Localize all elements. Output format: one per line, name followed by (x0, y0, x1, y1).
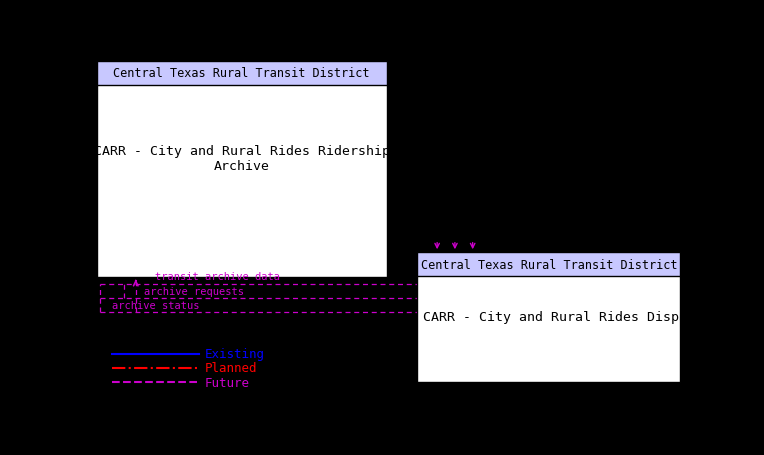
Text: CARR - City and Rural Rides Dispatch: CARR - City and Rural Rides Dispatch (423, 310, 711, 323)
Text: Planned: Planned (205, 362, 257, 374)
Text: transit archive data: transit archive data (154, 272, 280, 282)
Bar (417, 253, 681, 382)
Text: archive status: archive status (112, 300, 199, 310)
Bar (97, 61, 387, 86)
Bar (97, 61, 387, 277)
Text: Central Texas Rural Transit District: Central Texas Rural Transit District (420, 258, 677, 271)
Text: Future: Future (205, 376, 250, 389)
Text: Existing: Existing (205, 348, 265, 361)
Text: Central Texas Rural Transit District: Central Texas Rural Transit District (114, 67, 370, 80)
Text: CARR - City and Rural Rides Ridership
Archive: CARR - City and Rural Rides Ridership Ar… (94, 144, 390, 172)
Bar (417, 253, 681, 276)
Text: archive requests: archive requests (144, 286, 244, 296)
